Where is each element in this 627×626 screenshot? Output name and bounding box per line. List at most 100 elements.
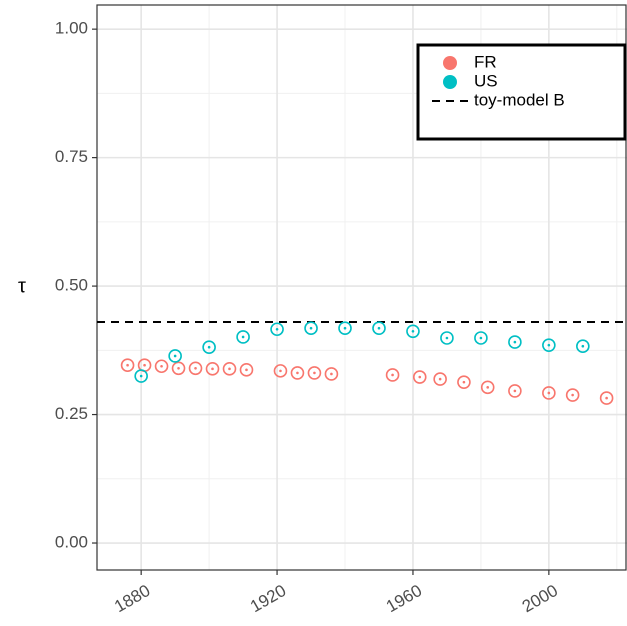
point-ring (508, 384, 522, 398)
point-dot (160, 364, 163, 368)
point (542, 386, 556, 400)
point-ring (270, 322, 284, 337)
point-ring (457, 375, 471, 389)
point-dot (486, 386, 490, 389)
point (385, 368, 400, 382)
y-tick-label: 0.50 (55, 276, 88, 295)
legend-key (443, 56, 457, 70)
point (273, 364, 288, 378)
point-dot (445, 336, 449, 340)
point (205, 362, 220, 376)
point-ring (134, 369, 148, 383)
point-ring (307, 366, 322, 380)
point-dot (411, 330, 415, 333)
point-dot (479, 336, 483, 340)
legend-label: toy-model B (474, 90, 565, 109)
point-dot (418, 375, 422, 379)
point (474, 331, 488, 345)
point-dot (177, 367, 180, 370)
point-dot (143, 363, 146, 367)
point-dot (513, 340, 517, 344)
point-ring (542, 386, 556, 400)
point-ring (433, 372, 447, 386)
point-ring (171, 361, 186, 376)
point (372, 321, 386, 336)
legend-label: US (474, 71, 498, 90)
point-ring (154, 359, 169, 374)
point (222, 362, 237, 376)
point (440, 331, 454, 345)
point-dot (228, 367, 231, 371)
point (134, 369, 148, 383)
point-dot (126, 363, 129, 367)
point (406, 324, 420, 339)
point (412, 370, 427, 384)
x-tick-label: 2000 (519, 581, 561, 616)
y-tick-label: 0.25 (55, 404, 88, 423)
point-ring (480, 380, 495, 395)
point-dot (194, 367, 197, 370)
point-dot (391, 373, 394, 377)
x-tick-label: 1960 (383, 581, 425, 616)
point (202, 340, 216, 355)
point-dot (241, 335, 245, 339)
point-dot (343, 326, 347, 330)
point (599, 391, 614, 405)
point-ring (406, 324, 420, 339)
point (239, 363, 254, 377)
point-ring (565, 388, 580, 402)
point-ring (290, 366, 305, 380)
point-dot (547, 391, 551, 395)
y-tick-label: 1.00 (55, 19, 88, 38)
point (307, 366, 322, 380)
point-dot (330, 372, 333, 376)
point-dot (547, 343, 551, 347)
point (508, 335, 522, 349)
point-ring (120, 358, 135, 373)
y-axis-label: τ (18, 275, 26, 297)
point-ring (576, 339, 590, 354)
point-dot (605, 396, 608, 400)
point-ring (236, 330, 250, 344)
point-ring (385, 368, 400, 382)
point (168, 349, 182, 363)
point-ring (474, 331, 488, 345)
point-ring (188, 361, 203, 376)
point-ring (304, 321, 318, 336)
point-ring (599, 391, 614, 405)
point-dot (513, 389, 517, 393)
y-tick-label: 0.00 (55, 533, 88, 552)
point-ring (324, 367, 339, 381)
point-ring (372, 321, 386, 336)
legend-key (443, 75, 457, 89)
point-ring (338, 321, 352, 336)
point-dot (462, 380, 466, 384)
point (270, 322, 284, 337)
point-dot (309, 326, 313, 330)
x-tick-label: 1920 (247, 581, 289, 616)
point (433, 372, 447, 386)
point (480, 380, 495, 395)
legend-label: FR (474, 52, 497, 71)
point-ring (440, 331, 454, 345)
point-dot (279, 369, 282, 373)
point-dot (139, 374, 143, 378)
x-tick-label: 1880 (111, 581, 153, 616)
point-ring (412, 370, 427, 384)
point-dot (313, 371, 316, 375)
point (508, 384, 522, 398)
point-ring (168, 349, 182, 363)
point (171, 361, 186, 376)
point-dot (377, 326, 381, 330)
point (290, 366, 305, 380)
point-ring (273, 364, 288, 378)
point-dot (438, 377, 442, 381)
point-ring (508, 335, 522, 349)
point (576, 339, 590, 354)
point (154, 359, 169, 374)
point (120, 358, 135, 373)
point-ring (205, 362, 220, 376)
point-ring (202, 340, 216, 355)
